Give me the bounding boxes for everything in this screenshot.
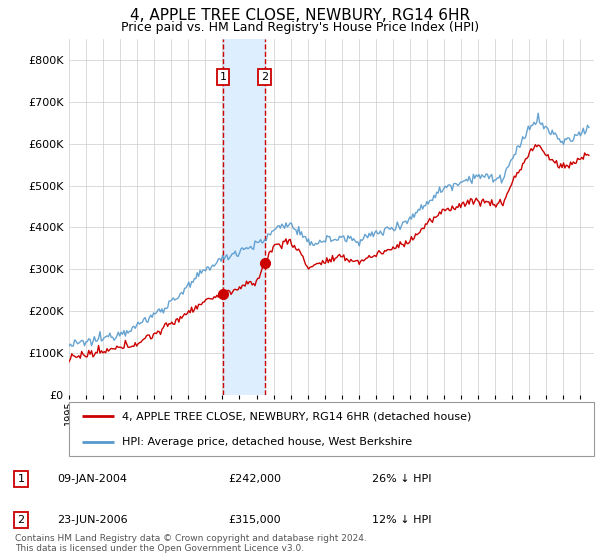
Text: HPI: Average price, detached house, West Berkshire: HPI: Average price, detached house, West…	[121, 437, 412, 446]
Text: 2: 2	[17, 515, 25, 525]
Text: Price paid vs. HM Land Registry's House Price Index (HPI): Price paid vs. HM Land Registry's House …	[121, 21, 479, 34]
Text: 4, APPLE TREE CLOSE, NEWBURY, RG14 6HR (detached house): 4, APPLE TREE CLOSE, NEWBURY, RG14 6HR (…	[121, 412, 471, 421]
Text: 23-JUN-2006: 23-JUN-2006	[57, 515, 128, 525]
Text: Contains HM Land Registry data © Crown copyright and database right 2024.
This d: Contains HM Land Registry data © Crown c…	[15, 534, 367, 553]
Text: 1: 1	[17, 474, 25, 484]
Text: 2: 2	[261, 72, 268, 82]
FancyBboxPatch shape	[69, 402, 594, 456]
Text: £242,000: £242,000	[228, 474, 281, 484]
Text: 09-JAN-2004: 09-JAN-2004	[57, 474, 127, 484]
Text: 12% ↓ HPI: 12% ↓ HPI	[372, 515, 431, 525]
Bar	[223, 39, 265, 395]
Text: 4, APPLE TREE CLOSE, NEWBURY, RG14 6HR: 4, APPLE TREE CLOSE, NEWBURY, RG14 6HR	[130, 8, 470, 24]
Text: £315,000: £315,000	[228, 515, 281, 525]
Text: 26% ↓ HPI: 26% ↓ HPI	[372, 474, 431, 484]
Text: 1: 1	[220, 72, 226, 82]
